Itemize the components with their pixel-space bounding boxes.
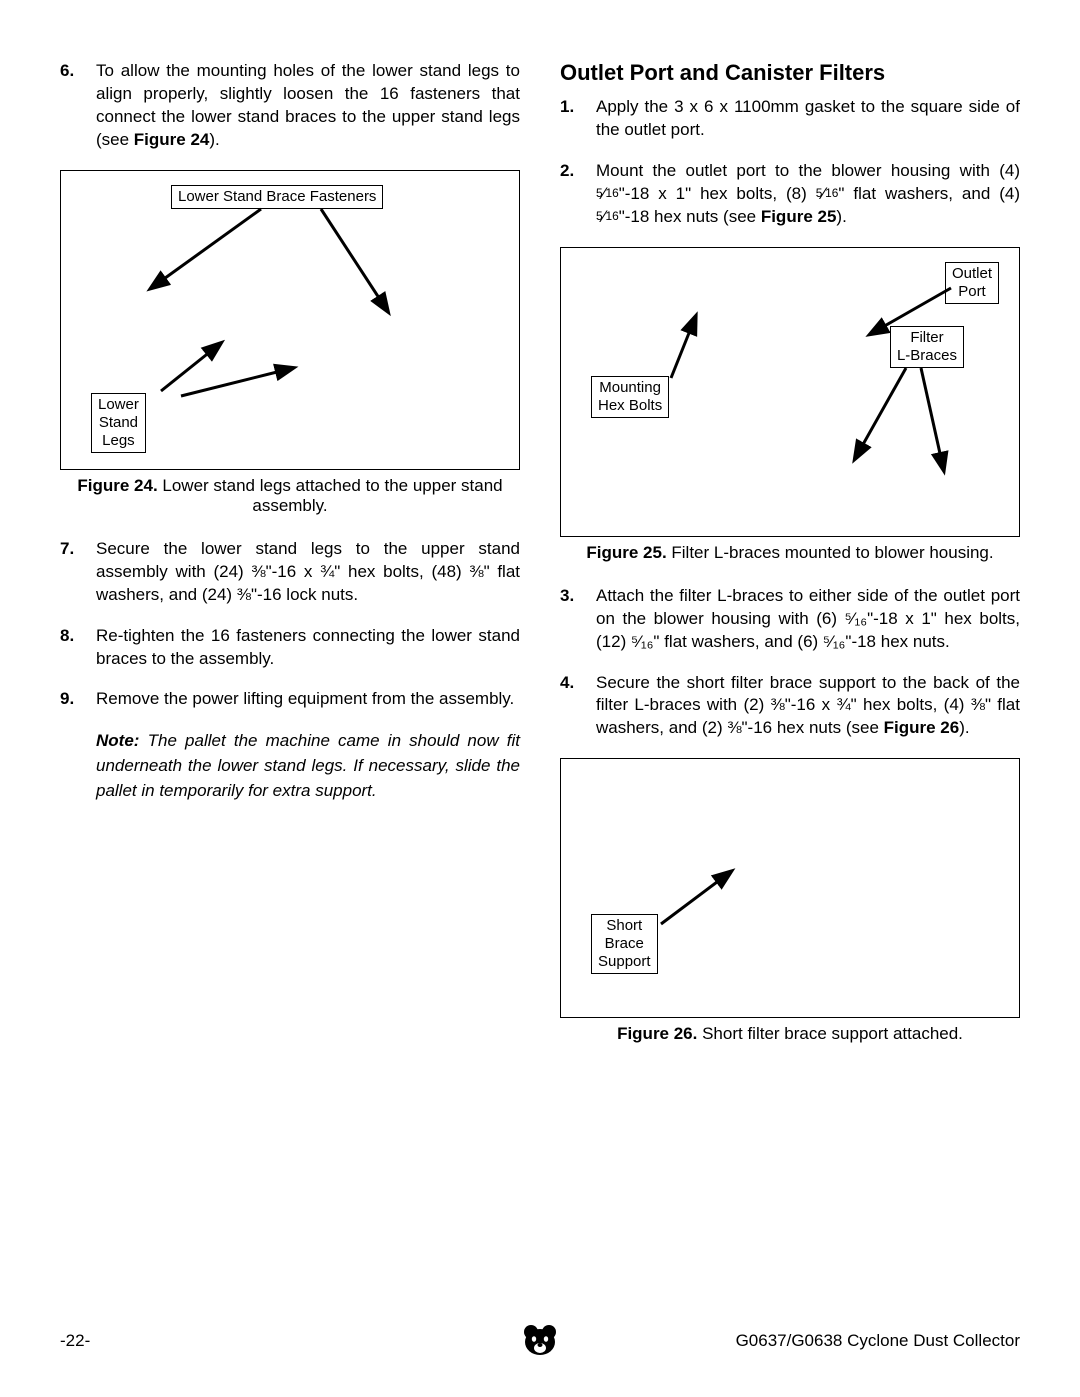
caption-bold: Figure 25. [586, 543, 666, 562]
caption-text: Short filter brace support attached. [697, 1024, 963, 1043]
step-body: Attach the filter L-braces to either sid… [596, 585, 1020, 654]
step-body: Remove the power lifting equipment from … [96, 688, 520, 711]
step-body: To allow the mounting holes of the lower… [96, 60, 520, 152]
note: Note: The pallet the machine came in sho… [60, 729, 520, 803]
caption-text: Filter L-braces mounted to blower housin… [667, 543, 994, 562]
step-body: Mount the outlet port to the blower hous… [596, 160, 1020, 229]
step-body: Re-tighten the 16 fasteners connecting t… [96, 625, 520, 671]
figure-25-box: Outlet Port Filter L-Braces Mounting Hex… [560, 247, 1020, 537]
step-body: Apply the 3 x 6 x 1100mm gasket to the s… [596, 96, 1020, 142]
doc-title: G0637/G0638 Cyclone Dust Collector [736, 1331, 1020, 1351]
step-3: 3. Attach the filter L-braces to either … [560, 585, 1020, 654]
text: flat washers, and (4) [844, 184, 1020, 203]
figure-ref: Figure 25 [761, 207, 837, 226]
step-9: 9. Remove the power lifting equipment fr… [60, 688, 520, 711]
figure-26-box: Short Brace Support [560, 758, 1020, 1018]
caption-bold: Figure 24. [77, 476, 157, 495]
figure-25-caption: Figure 25. Filter L-braces mounted to bl… [560, 543, 1020, 563]
page-footer: -22- G0637/G0638 Cyclone Dust Collector [60, 1331, 1020, 1351]
step-number: 3. [560, 585, 596, 654]
text: ). [209, 130, 219, 149]
figure-ref: Figure 26 [884, 718, 960, 737]
page-number: -22- [60, 1331, 90, 1351]
text: -18 x 1" hex bolts, (8) [625, 184, 816, 203]
note-text: The pallet the machine came in should no… [96, 731, 520, 799]
fraction: 5 [596, 209, 603, 223]
step-number: 8. [60, 625, 96, 671]
bear-logo-icon [521, 1323, 559, 1360]
fraction: 16 [825, 186, 838, 200]
step-2: 2. Mount the outlet port to the blower h… [560, 160, 1020, 229]
text: ). [836, 207, 846, 226]
figure-24-box: Lower Stand Brace Fasteners Lower Stand … [60, 170, 520, 470]
section-heading: Outlet Port and Canister Filters [560, 60, 1020, 86]
step-4: 4. Secure the short filter brace support… [560, 672, 1020, 741]
text: Mount the outlet port to the blower hous… [596, 161, 1020, 180]
fraction: 5 [596, 186, 603, 200]
step-6: 6. To allow the mounting holes of the lo… [60, 60, 520, 152]
label-lower-stand-legs: Lower Stand Legs [91, 393, 146, 453]
figure-24-caption: Figure 24. Lower stand legs attached to … [60, 476, 520, 516]
step-body: Secure the short filter brace support to… [596, 672, 1020, 741]
text: -18 hex nuts (see [625, 207, 761, 226]
fraction: 16 [605, 186, 618, 200]
step-number: 2. [560, 160, 596, 229]
step-number: 6. [60, 60, 96, 152]
arrows-fig25 [561, 248, 1019, 536]
caption-bold: Figure 26. [617, 1024, 697, 1043]
note-bold: Note: [96, 731, 139, 750]
step-7: 7. Secure the lower stand legs to the up… [60, 538, 520, 607]
step-number: 9. [60, 688, 96, 711]
arrows-fig26 [561, 759, 1019, 1017]
step-number: 1. [560, 96, 596, 142]
figure-26-caption: Figure 26. Short filter brace support at… [560, 1024, 1020, 1044]
step-8: 8. Re-tighten the 16 fasteners connectin… [60, 625, 520, 671]
text: ). [959, 718, 969, 737]
caption-text: Lower stand legs attached to the upper s… [158, 476, 503, 515]
step-number: 7. [60, 538, 96, 607]
step-number: 4. [560, 672, 596, 741]
step-body: Secure the lower stand legs to the upper… [96, 538, 520, 607]
fraction: 5 [816, 186, 823, 200]
label-text: Lower Stand Legs [98, 396, 139, 449]
fraction: 16 [605, 209, 618, 223]
step-1: 1. Apply the 3 x 6 x 1100mm gasket to th… [560, 96, 1020, 142]
right-column: Outlet Port and Canister Filters 1. Appl… [560, 60, 1020, 1044]
figure-ref: Figure 24 [134, 130, 210, 149]
left-column: 6. To allow the mounting holes of the lo… [60, 60, 520, 1044]
